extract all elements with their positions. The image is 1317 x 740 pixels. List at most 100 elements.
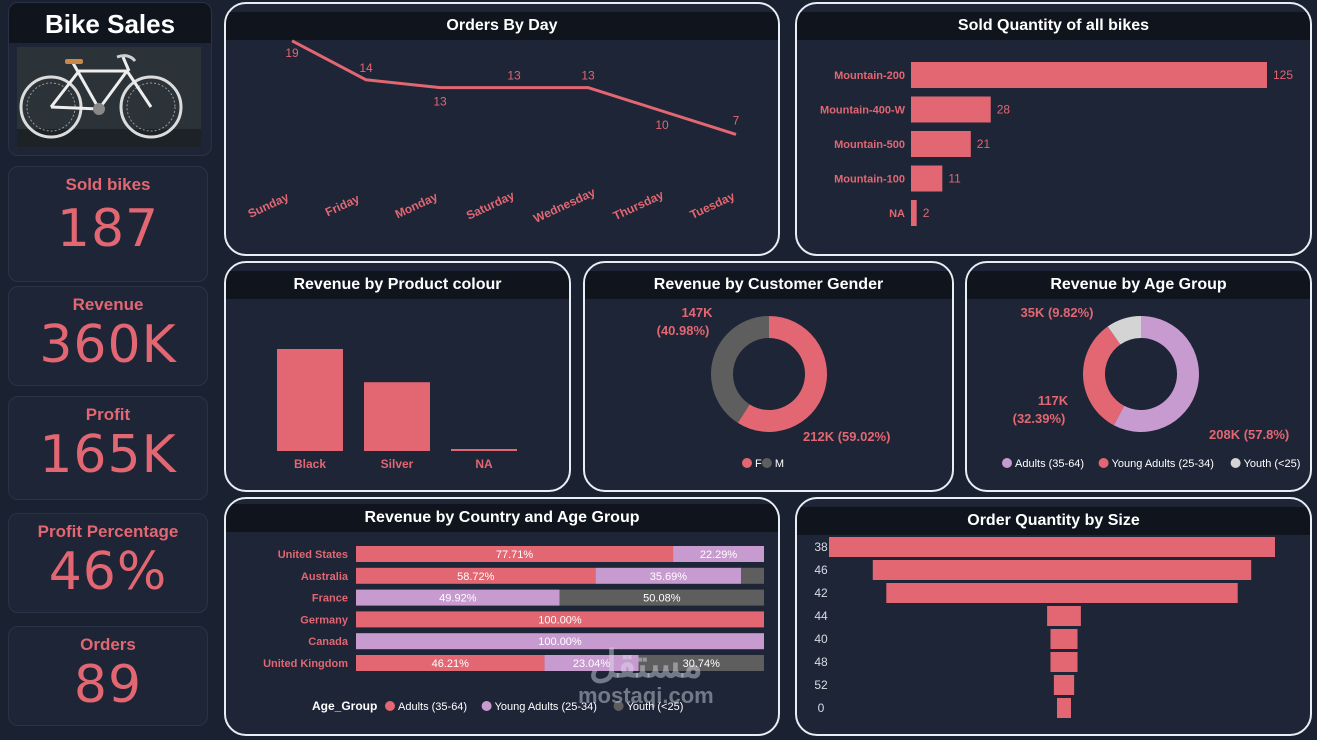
data-label: (32.39%): [1013, 411, 1066, 426]
x-tick-label: Monday: [393, 189, 440, 221]
chart-title: Sold Quantity of all bikes: [797, 12, 1310, 40]
sold-quantity-card[interactable]: Sold Quantity of all bikes Mountain-200 1…: [795, 2, 1312, 256]
legend-label: Adults (35-64): [398, 701, 467, 713]
revenue-by-country-chart: United States 77.71% 22.29% Australia 58.72%…: [263, 546, 764, 713]
data-label: 22.29%: [700, 549, 738, 561]
bar: [911, 165, 943, 192]
kpi-profit-percentage: Profit Percentage 46%: [8, 513, 208, 613]
legend-marker: [613, 701, 624, 711]
kpi-value: 89: [73, 655, 143, 715]
y-tick-label: France: [312, 593, 348, 605]
bar-segment: [544, 655, 639, 671]
funnel-bar: [872, 560, 1252, 580]
kpi-label: Revenue: [72, 295, 144, 314]
data-label: 13: [581, 69, 595, 83]
legend-label: M: [775, 458, 784, 470]
watermark-arabic: مستقل: [588, 644, 703, 686]
x-tick-label: Silver: [381, 457, 414, 471]
title-panel: Bike Sales: [8, 2, 212, 156]
y-tick-label: Australia: [301, 571, 349, 583]
revenue-by-colour-card[interactable]: Revenue by Product colour Black Silver NA: [224, 261, 571, 492]
app-title: Bike Sales: [9, 3, 211, 43]
legend-label: Youth (<25): [1244, 458, 1301, 470]
kpi-label: Sold bikes: [65, 175, 151, 194]
bar-segment: [559, 589, 764, 606]
data-label: 2: [923, 206, 930, 220]
legend-label: Adults (35-64): [1015, 458, 1084, 470]
y-tick-label: 42: [814, 586, 828, 600]
legend-label: F: [755, 458, 762, 470]
bar-segment: [673, 546, 764, 562]
kpi-label: Profit Percentage: [37, 522, 179, 541]
revenue-by-colour-chart: Black Silver NA: [277, 349, 517, 471]
funnel-bar: [1057, 698, 1071, 718]
bar: [364, 382, 430, 451]
chart-title: Order Quantity by Size: [797, 507, 1310, 535]
bar-segment: [356, 546, 674, 562]
y-tick-label: 38: [814, 540, 828, 554]
chart-title: Revenue by Product colour: [226, 271, 569, 299]
order-qty-by-size-card[interactable]: Order Quantity by Size 38 46 42 44 40 48 52 0: [795, 497, 1312, 736]
data-label: 35.69%: [650, 571, 688, 583]
watermark: مستقل mostaqi.com: [578, 645, 714, 707]
legend-label: Youth (<25): [627, 701, 684, 713]
funnel-bar: [1050, 652, 1078, 672]
funnel-bar: [1047, 606, 1081, 626]
chart-title: Revenue by Age Group: [967, 271, 1310, 299]
data-label: 58.72%: [457, 571, 495, 583]
pie-slice: [1083, 326, 1125, 426]
legend-marker: [481, 701, 492, 711]
y-tick-label: 52: [814, 678, 828, 692]
data-label: 28: [997, 103, 1011, 117]
kpi-sold-bikes: Sold bikes 187: [8, 166, 208, 282]
data-label: 19: [285, 46, 299, 60]
x-tick-label: Saturday: [464, 188, 517, 223]
bar-segment: [356, 655, 545, 671]
bar: [911, 96, 991, 123]
y-tick-label: 44: [814, 609, 828, 623]
data-label: (40.98%): [657, 323, 710, 338]
data-label: 13: [507, 69, 521, 83]
x-tick-label: Tuesday: [688, 189, 738, 222]
data-label: 35K (9.82%): [1021, 305, 1094, 320]
revenue-by-country-card[interactable]: Revenue by Country and Age Group United …: [224, 497, 780, 736]
chart-title: Orders By Day: [226, 12, 778, 40]
kpi-label: Profit: [85, 405, 131, 424]
y-tick-label: Germany: [300, 614, 349, 626]
data-label: 14: [359, 61, 373, 75]
revenue-by-gender-card[interactable]: Revenue by Customer Gender 212K (59.02%)…: [583, 261, 954, 492]
revenue-by-age-card[interactable]: Revenue by Age Group 208K (57.8%) 117K (32…: [965, 261, 1312, 492]
y-tick-label: United Kingdom: [263, 658, 348, 670]
bar: [911, 200, 917, 226]
kpi-value: 46%: [48, 542, 168, 602]
y-tick-label: United States: [278, 549, 348, 561]
bar: [451, 449, 517, 451]
watermark-latin: mostaqi.com: [578, 683, 714, 708]
orders-by-day-chart: 19 14 13 13 13 10 7 Sunday Friday Monday Saturday W…: [246, 39, 740, 226]
bar: [911, 131, 971, 157]
pie-slice: [711, 316, 769, 423]
revenue-by-age-chart: 208K (57.8%) 117K (32.39%) 35K (9.82%) Adult…: [1002, 305, 1301, 470]
data-label: 46.21%: [432, 658, 470, 670]
y-tick-label: Canada: [308, 636, 349, 648]
y-tick-label: NA: [889, 208, 905, 220]
kpi-value: 360K: [39, 315, 177, 375]
legend-label: Young Adults (25-34): [495, 701, 597, 713]
bar-segment: [356, 633, 764, 650]
legend-title: Age_Group: [312, 699, 377, 713]
x-tick-label: Wednesday: [531, 185, 597, 226]
orders-by-day-card[interactable]: Orders By Day 19 14 13 13 13 10 7 Sunday Friday M…: [224, 2, 780, 256]
data-label: 208K (57.8%): [1209, 427, 1289, 442]
legend-marker: [761, 458, 772, 468]
y-tick-label: 40: [814, 632, 828, 646]
x-tick-label: Sunday: [246, 190, 291, 221]
legend-label: Young Adults (25-34): [1112, 458, 1214, 470]
x-tick-label: Friday: [323, 191, 362, 219]
y-tick-label: Mountain-200: [834, 70, 905, 82]
y-tick-label: Mountain-500: [834, 139, 905, 151]
x-tick-label: NA: [475, 457, 493, 471]
legend-marker: [1098, 458, 1109, 468]
y-tick-label: 48: [814, 655, 828, 669]
bar: [277, 349, 343, 451]
y-tick-label: 46: [814, 563, 828, 577]
